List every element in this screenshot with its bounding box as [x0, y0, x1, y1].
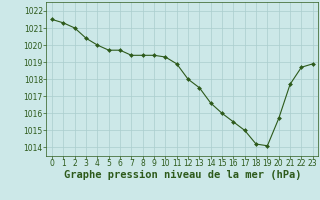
X-axis label: Graphe pression niveau de la mer (hPa): Graphe pression niveau de la mer (hPa) [64, 170, 301, 180]
